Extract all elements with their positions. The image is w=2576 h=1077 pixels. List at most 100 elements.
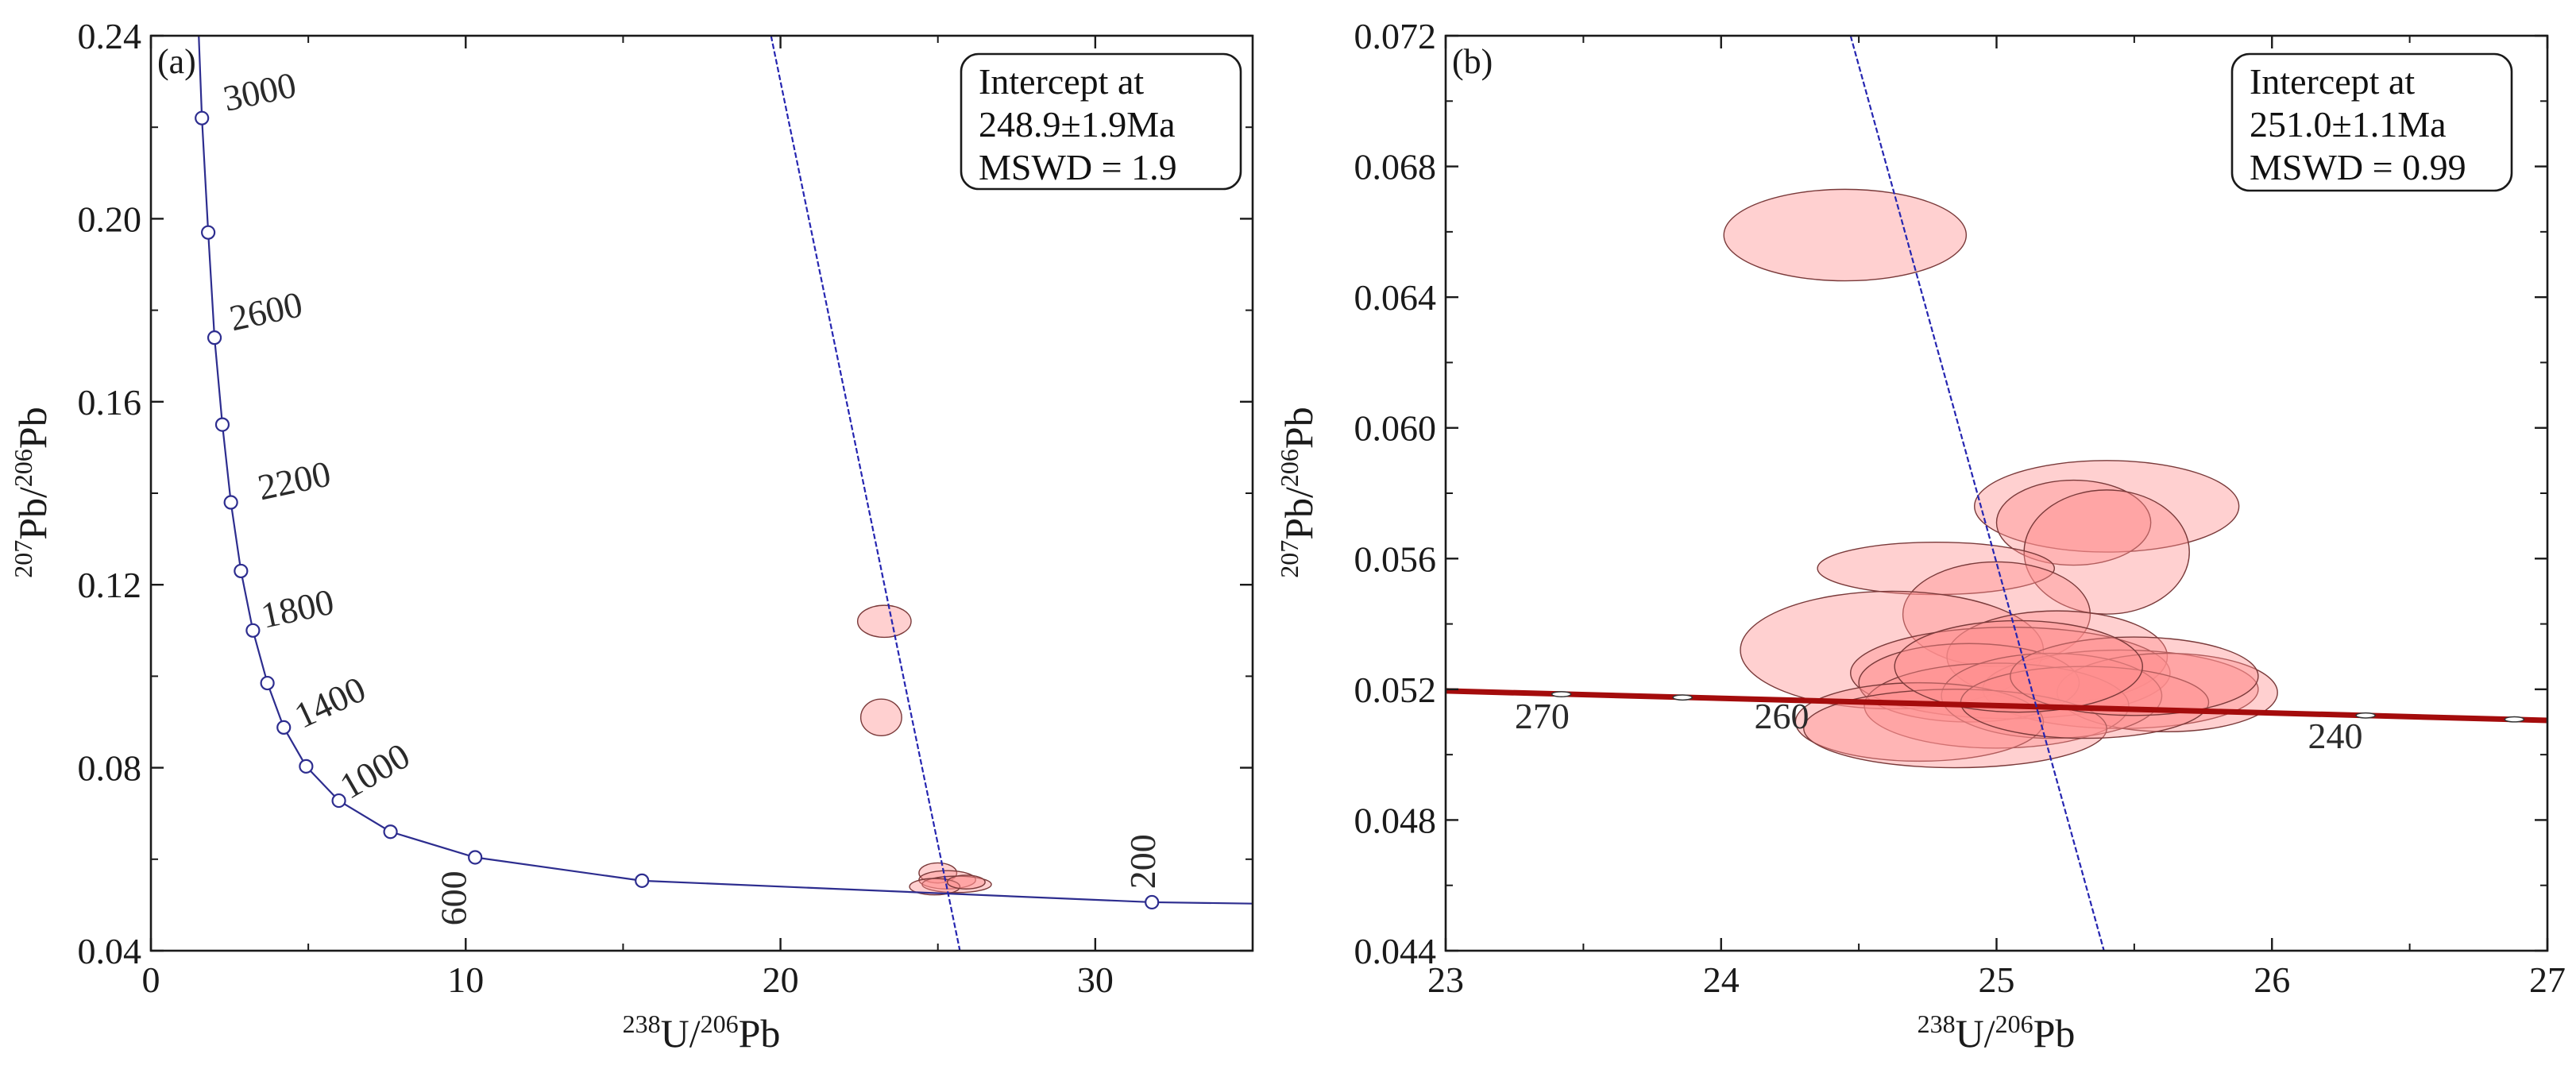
panel-a-panel-letter: (a) — [157, 42, 196, 81]
panel-b-data-ellipse — [1974, 460, 2240, 553]
panel-a-age-marker — [245, 623, 261, 638]
panel-a-age-label: 1000 — [333, 735, 416, 806]
panel-a-age-marker — [214, 417, 230, 432]
panel-b-text-layer: 270 260 240 23 24 25 26 27 0.044 0.048 0.052 0.056 0… — [1275, 16, 2566, 1056]
panel-a-age-marker — [195, 110, 210, 125]
panel-b-x-tick-label: 26 — [2254, 959, 2290, 1000]
panel-a-age-marker — [207, 330, 222, 345]
panel-a-age-marker — [260, 675, 275, 691]
panel-b-age-label: 270 — [1515, 696, 1570, 736]
panel-a-x-tick-label: 20 — [763, 959, 799, 1000]
panel-a-axes — [149, 34, 1254, 952]
panel-a-age-label: 2600 — [226, 284, 307, 338]
panel-a-x-axis-label-text: U/ — [661, 1011, 701, 1056]
panel-b-y-tick-label: 0.056 — [1354, 538, 1437, 579]
panel-b-y-axis-label-superscript: 206 — [1275, 449, 1303, 487]
panel-a-data-ellipse — [946, 874, 986, 890]
panel-a-age-label: 1800 — [257, 581, 338, 636]
panel-b-data-ellipse — [1817, 542, 2056, 596]
panel-a-ellipse-layer — [856, 604, 992, 896]
panel-b-y-axis-label-superscript: 207 — [1275, 540, 1303, 578]
panel-a-y-axis-label: 207Pb/206Pb — [9, 407, 55, 578]
panel-a-age-marker — [383, 824, 398, 840]
panel-b-data-ellipse — [1995, 479, 2152, 566]
panel-a-age-label: 600 — [433, 870, 473, 925]
panel-b-y-axis-label-text: Pb/ — [1276, 487, 1321, 540]
panel-b-panel-letter: (b) — [1452, 42, 1493, 81]
panel-b-age-marker — [1551, 691, 1572, 697]
panel-a-age-label: 200 — [1122, 834, 1163, 889]
panel-b-x-tick-label: 23 — [1427, 959, 1464, 1000]
panel-a-age-marker — [201, 225, 216, 240]
panel-b-x-axis-label-text: U/ — [1956, 1011, 1995, 1056]
panel-b-age-marker — [2355, 712, 2376, 719]
panel-a-y-axis-label-text: Pb — [10, 407, 55, 449]
panel-a-age-label: 2200 — [254, 453, 334, 508]
panel-a-y-tick-label: 0.20 — [78, 199, 142, 239]
panel-a-x-axis-label-superscript: 206 — [701, 1009, 739, 1038]
panel-b-data-ellipse — [1902, 561, 2091, 667]
panel-b-y-tick-label: 0.064 — [1354, 277, 1437, 318]
panel-b-intercept-box — [2230, 52, 2513, 192]
panel-a-y-tick-label: 0.24 — [78, 16, 142, 56]
panel-a-intercept-text: Intercept at — [979, 61, 1144, 102]
panel-a-age-marker — [276, 720, 292, 735]
panel-b-tera-wasserburg-zoom-plot: 270 260 240 23 24 25 26 27 0.044 0.048 0.052 0.056 0… — [1275, 16, 2566, 1056]
panel-a-age-marker — [635, 873, 650, 888]
panel-a-x-tick-label: 0 — [142, 959, 160, 1000]
panel-b-data-ellipse — [2010, 636, 2259, 716]
panel-a-intercept-box — [960, 52, 1242, 191]
panel-a-y-axis-label-superscript: 207 — [9, 540, 37, 578]
panel-b-y-tick-label: 0.044 — [1354, 931, 1437, 971]
panel-b-discordia-line — [1849, 36, 2105, 951]
panel-a-age-marker — [234, 563, 249, 579]
panel-a-age-label: 1400 — [288, 669, 372, 736]
panel-b-x-axis-label-superscript: 238 — [1918, 1009, 1956, 1038]
panel-b-intercept-text: MSWD = 0.99 — [2250, 147, 2466, 187]
panel-b-y-tick-label: 0.072 — [1354, 16, 1437, 56]
panel-b-data-ellipse — [1723, 188, 1968, 282]
panel-b-x-tick-label: 25 — [1979, 959, 2015, 1000]
panel-b-age-label: 260 — [1755, 696, 1809, 736]
panel-b-data-ellipse — [2023, 489, 2190, 615]
panel-b-age-marker — [2504, 716, 2525, 723]
panel-b-age-label: 240 — [2308, 716, 2363, 756]
panel-b-point-layer — [1551, 691, 2525, 723]
panel-a-age-marker — [299, 759, 314, 774]
panel-b-y-axis-label: 207Pb/206Pb — [1275, 407, 1321, 578]
panel-a-y-axis-label-text: Pb/ — [10, 487, 55, 540]
panel-b-x-axis-label: 238U/206Pb — [1918, 1009, 2076, 1056]
panel-b-axes — [1444, 34, 2549, 952]
panel-a-x-tick-label: 30 — [1077, 959, 1114, 1000]
panel-b-y-tick-label: 0.048 — [1354, 800, 1437, 840]
panel-b-x-tick-label: 24 — [1703, 959, 1740, 1000]
panel-b-intercept-text: 251.0±1.1Ma — [2250, 104, 2447, 145]
panel-a-x-axis-label-text: Pb — [739, 1011, 781, 1056]
panel-a-y-tick-label: 0.04 — [78, 931, 142, 971]
panel-b-age-marker — [1672, 694, 1693, 701]
panel-a-age-marker — [223, 495, 238, 510]
panel-a-x-axis-label-superscript: 238 — [623, 1009, 661, 1038]
panel-b-y-tick-label: 0.068 — [1354, 147, 1437, 187]
panel-a-data-ellipse — [918, 862, 958, 884]
panel-b-data-ellipse — [1946, 610, 2169, 704]
panel-a-y-tick-label: 0.12 — [78, 565, 142, 605]
panel-a-point-layer — [195, 110, 1160, 910]
panel-a-age-label: 3000 — [220, 64, 300, 119]
panel-a-x-tick-label: 10 — [447, 959, 484, 1000]
panel-b-data-ellipse — [1894, 620, 2143, 713]
panel-b-x-axis-label-text: Pb — [2033, 1011, 2076, 1056]
panel-a-intercept-text: 248.9±1.9Ma — [979, 104, 1176, 145]
panel-a-y-axis-label-superscript: 206 — [9, 449, 37, 487]
panel-a-age-marker — [331, 793, 346, 809]
panel-b-y-axis-label-text: Pb — [1276, 407, 1321, 449]
panel-a-intercept-text: MSWD = 1.9 — [979, 147, 1177, 187]
panel-b-x-axis-label-superscript: 206 — [1995, 1009, 2033, 1038]
panel-a-discordia-line — [770, 36, 961, 951]
panel-a-x-axis-label: 238U/206Pb — [623, 1009, 781, 1056]
panel-a-age-marker — [1145, 894, 1160, 910]
panel-a-data-ellipse — [859, 698, 902, 736]
